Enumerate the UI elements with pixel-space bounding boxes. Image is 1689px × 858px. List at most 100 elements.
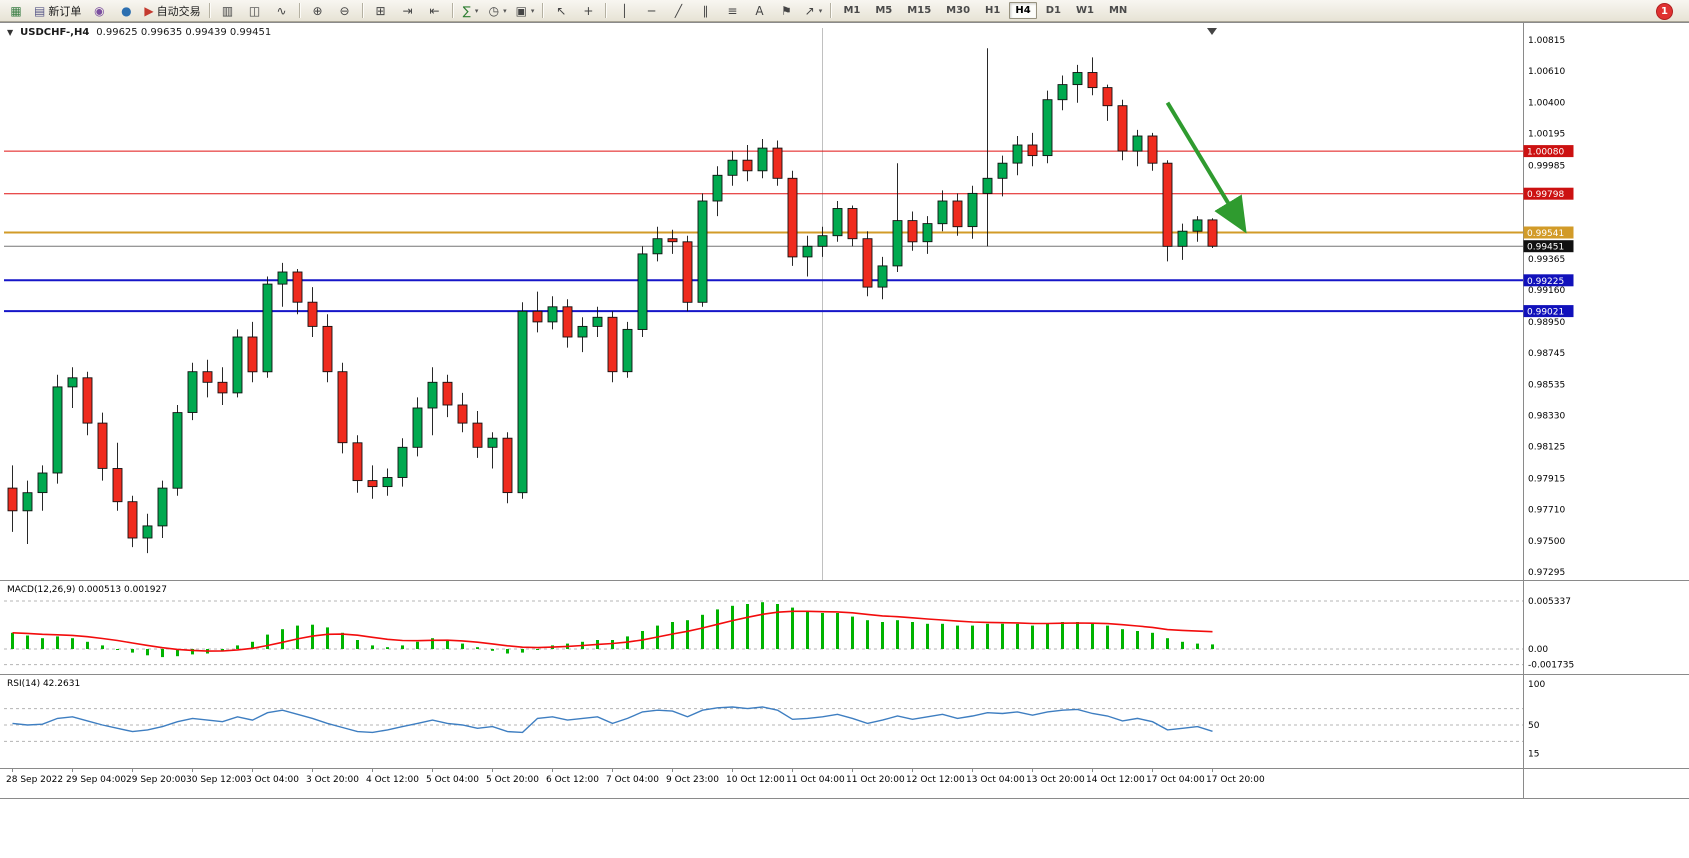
auto-scroll-icon: ⇥ — [402, 3, 413, 18]
rsi-panel[interactable]: 100 50 15 RSI(14) 42.2631 — [4, 679, 1545, 760]
text-label-icon: ⚑ — [781, 3, 792, 18]
timeframe-w1-button[interactable]: W1 — [1075, 5, 1094, 16]
rsi-axis-label: 50 — [1528, 721, 1540, 731]
auto-scroll-button[interactable]: ⇥ — [395, 1, 421, 21]
equidistant-channel-button[interactable]: ∥ — [692, 1, 718, 21]
horizontal-line-button[interactable]: ─ — [638, 1, 664, 21]
time-tick-label: 9 Oct 23:00 — [666, 775, 719, 785]
arrows-dropdown-icon[interactable]: ▾ — [818, 6, 823, 15]
toolbar: ▦ ▤ 新订单 ◉ ● ▶ 自动交易 ▥ ◫ ∿ ⊕ ⊖ ⊞ ⇥ ⇤ ∑ ▾ ◷ ▾ ▣ ▾ ↖ + │ ─ ╱ ∥ ≡ A ⚑ ↗ ▾ M1 M… — [0, 0, 1689, 22]
price-tick-label: 1.00400 — [1528, 99, 1565, 109]
text-button[interactable]: A — [746, 1, 772, 21]
rsi-label: RSI(14) 42.2631 — [7, 679, 80, 689]
toolbar-separator — [298, 3, 301, 18]
time-tick-label: 4 Oct 12:00 — [366, 775, 419, 785]
tile-windows-button[interactable]: ⊞ — [368, 1, 394, 21]
indicators-button[interactable]: ∑ ▾ — [458, 1, 484, 21]
line-chart-mode-button[interactable]: ∿ — [269, 1, 295, 21]
toolbar-separator — [208, 3, 211, 18]
notification-badge[interactable]: 1 — [1656, 3, 1673, 20]
rsi-axis-label: 15 — [1528, 750, 1539, 760]
price-tag-0.99225: 0.99225 — [1523, 274, 1574, 287]
macd-panel[interactable]: 0.005337 0.00 -0.001735 MACD(12,26,9) 0.000… — [4, 585, 1574, 671]
macd-signal-line — [12, 610, 1213, 652]
crosshair-button[interactable]: + — [575, 1, 601, 21]
svg-text:0.99451: 0.99451 — [1527, 243, 1564, 253]
time-tick-label: 5 Oct 04:00 — [426, 775, 479, 785]
time-axis[interactable]: 28 Sep 2022 29 Sep 04:00 29 Sep 20:00 30 Se… — [6, 768, 1265, 785]
time-tick-label: 13 Oct 20:00 — [1026, 775, 1085, 785]
price-axis[interactable]: 1.00815 1.00610 1.00400 1.00195 0.99985 0.993… — [1528, 36, 1565, 578]
time-tick-label: 14 Oct 12:00 — [1086, 775, 1145, 785]
horizontal-line-icon: ─ — [647, 3, 656, 18]
chart-shift-marker[interactable] — [1207, 28, 1217, 35]
trendline-button[interactable]: ╱ — [665, 1, 691, 21]
bar-chart-mode-icon: ▥ — [221, 3, 234, 18]
price-tick-label: 0.99365 — [1528, 255, 1565, 265]
chart-shift-button[interactable]: ⇤ — [422, 1, 448, 21]
market-watch-icon: ● — [121, 3, 132, 18]
timeframe-d1-button[interactable]: D1 — [1045, 5, 1061, 16]
time-tick-label: 3 Oct 04:00 — [246, 775, 299, 785]
charts-profile-button[interactable]: ◉ — [86, 1, 112, 21]
macd-axis-label: -0.001735 — [1528, 661, 1574, 671]
svg-text:0.99541: 0.99541 — [1527, 229, 1564, 239]
panel-frames[interactable] — [0, 22, 1689, 799]
candlestick-mode-button[interactable]: ◫ — [242, 1, 268, 21]
svg-text:0.99798: 0.99798 — [1527, 190, 1564, 200]
price-tick-label: 0.97710 — [1528, 505, 1565, 515]
price-tick-label: 0.97915 — [1528, 474, 1565, 484]
new-chart-button[interactable]: ▦ — [3, 1, 29, 21]
chart-shift-icon: ⇤ — [429, 3, 440, 18]
arrows-button[interactable]: ↗ ▾ — [800, 1, 826, 21]
price-tick-label: 1.00195 — [1528, 130, 1565, 140]
macd-axis-label: 0.005337 — [1528, 597, 1571, 607]
timeframe-h4-button[interactable]: H4 — [1009, 2, 1037, 19]
templates-button[interactable]: ▣ ▾ — [512, 1, 539, 21]
zoom-in-button[interactable]: ⊕ — [305, 1, 331, 21]
text-label-button[interactable]: ⚑ — [773, 1, 799, 21]
price-tag-0.99451: 0.99451 — [1523, 240, 1574, 253]
trendline-icon: ╱ — [674, 3, 683, 18]
vertical-line-button[interactable]: │ — [611, 1, 637, 21]
candlestick-mode-icon: ◫ — [248, 3, 261, 18]
macd-axis-label: 0.00 — [1528, 645, 1548, 655]
time-tick-label: 5 Oct 20:00 — [486, 775, 539, 785]
timeframe-m15-button[interactable]: M15 — [907, 5, 932, 16]
new-order-button[interactable]: ▤ 新订单 — [30, 1, 85, 21]
indicators-dropdown-icon[interactable]: ▾ — [474, 6, 479, 15]
time-tick-label: 29 Sep 20:00 — [126, 775, 186, 785]
text-icon: A — [755, 3, 764, 18]
timeframe-m1-button[interactable]: M1 — [843, 5, 861, 16]
templates-dropdown-icon[interactable]: ▾ — [530, 6, 535, 15]
timeframe-m30-button[interactable]: M30 — [946, 5, 971, 16]
time-tick-label: 17 Oct 20:00 — [1206, 775, 1265, 785]
price-tick-label: 0.97500 — [1528, 537, 1565, 547]
market-watch-button[interactable]: ● — [113, 1, 139, 21]
price-tick-label: 0.98330 — [1528, 412, 1565, 422]
timeframe-m5-button[interactable]: M5 — [875, 5, 893, 16]
periods-dropdown-icon[interactable]: ▾ — [503, 6, 507, 15]
price-tick-label: 0.98745 — [1528, 349, 1565, 359]
rsi-line — [12, 706, 1213, 734]
candles — [7, 48, 1218, 554]
quick-trade-collapse-icon[interactable]: ▼ — [7, 28, 14, 37]
auto-trading-label: 自动交易 — [156, 4, 201, 18]
time-tick-label: 11 Oct 04:00 — [786, 775, 845, 785]
trend-arrow[interactable] — [1165, 101, 1247, 234]
auto-trading-button[interactable]: ▶ 自动交易 — [140, 1, 204, 21]
price-tick-label: 1.00815 — [1528, 36, 1565, 46]
time-tick-label: 28 Sep 2022 — [6, 775, 63, 785]
tile-windows-icon: ⊞ — [375, 3, 386, 18]
bar-chart-mode-button[interactable]: ▥ — [215, 1, 241, 21]
equidistant-channel-icon: ∥ — [702, 3, 709, 18]
indicators-icon: ∑ — [462, 3, 471, 18]
zoom-out-button[interactable]: ⊖ — [332, 1, 358, 21]
fibonacci-button[interactable]: ≡ — [719, 1, 745, 21]
timeframe-h1-button[interactable]: H1 — [985, 5, 1001, 16]
level-lines[interactable] — [4, 150, 1523, 313]
cursor-button[interactable]: ↖ — [548, 1, 574, 21]
timeframe-mn-button[interactable]: MN — [1108, 5, 1128, 16]
periods-button[interactable]: ◷ ▾ — [485, 1, 511, 21]
